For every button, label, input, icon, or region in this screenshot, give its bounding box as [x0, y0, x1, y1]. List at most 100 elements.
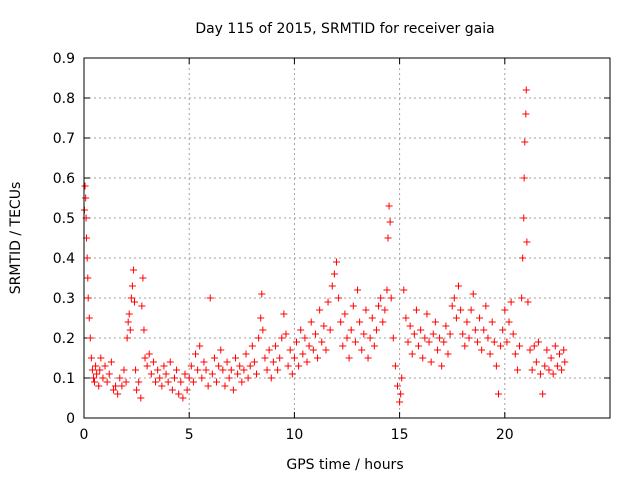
data-point	[429, 330, 437, 338]
data-point	[452, 314, 460, 322]
data-point	[442, 322, 450, 330]
data-point	[490, 338, 498, 346]
data-point	[384, 234, 392, 242]
data-point	[244, 374, 252, 382]
data-point	[116, 374, 124, 382]
data-point	[396, 398, 404, 406]
data-point	[316, 306, 324, 314]
data-point	[545, 366, 553, 374]
data-point	[397, 390, 405, 398]
data-point	[362, 306, 370, 314]
x-tick-label: 5	[185, 427, 194, 443]
data-point	[293, 338, 301, 346]
data-point	[227, 366, 235, 374]
data-point	[543, 346, 551, 354]
axis-ticks	[83, 57, 610, 419]
data-point	[332, 258, 340, 266]
y-tick-label: 0.7	[53, 131, 75, 147]
data-point	[486, 350, 494, 358]
data-point	[541, 362, 549, 370]
data-point	[507, 298, 515, 306]
y-tick-label: 0.9	[53, 51, 75, 67]
data-point	[386, 218, 394, 226]
data-point	[231, 354, 239, 362]
data-point	[494, 390, 502, 398]
data-point	[91, 378, 99, 386]
data-point	[370, 342, 378, 350]
data-point	[258, 290, 266, 298]
data-point	[89, 374, 97, 382]
x-tick-label: 15	[391, 427, 409, 443]
data-point	[335, 294, 343, 302]
data-point	[125, 310, 133, 318]
data-point	[297, 326, 305, 334]
data-point	[133, 386, 141, 394]
data-point	[364, 354, 372, 362]
data-point	[457, 306, 465, 314]
data-point	[82, 194, 90, 202]
data-point	[236, 362, 244, 370]
data-point	[347, 326, 355, 334]
data-point	[528, 366, 536, 374]
data-point	[520, 214, 528, 222]
x-axis-label: GPS time / hours	[286, 457, 403, 473]
data-point	[509, 330, 517, 338]
data-point	[318, 338, 326, 346]
data-point	[138, 302, 146, 310]
data-point	[246, 362, 254, 370]
data-point	[187, 362, 195, 370]
data-point	[215, 362, 223, 370]
data-point	[492, 362, 500, 370]
data-point	[301, 334, 309, 342]
data-point	[124, 318, 132, 326]
y-tick-label: 0.1	[53, 371, 75, 387]
data-point	[114, 390, 122, 398]
data-point	[269, 358, 277, 366]
data-point	[330, 270, 338, 278]
data-point	[202, 366, 210, 374]
data-point	[160, 362, 168, 370]
data-point	[410, 330, 418, 338]
data-point	[448, 302, 456, 310]
data-point	[127, 294, 135, 302]
data-point	[192, 350, 200, 358]
data-point	[164, 378, 172, 386]
data-point	[314, 354, 322, 362]
data-point	[210, 354, 218, 362]
data-point	[551, 342, 559, 350]
data-point	[526, 346, 534, 354]
data-point	[360, 330, 368, 338]
data-point	[387, 294, 395, 302]
x-tick-label: 20	[496, 427, 514, 443]
data-point	[107, 358, 115, 366]
data-point	[168, 386, 176, 394]
data-point	[311, 330, 319, 338]
data-point	[132, 366, 140, 374]
data-point	[467, 306, 475, 314]
data-point	[404, 338, 412, 346]
data-point	[175, 390, 183, 398]
data-point	[400, 286, 408, 294]
data-point	[170, 374, 178, 382]
data-point	[173, 366, 181, 374]
data-point	[417, 326, 425, 334]
data-point	[189, 378, 197, 386]
data-point	[351, 338, 359, 346]
data-point	[415, 342, 423, 350]
data-point	[156, 374, 164, 382]
data-point	[484, 334, 492, 342]
data-point	[109, 386, 117, 394]
data-point	[303, 358, 311, 366]
data-point	[274, 366, 282, 374]
data-point	[135, 378, 143, 386]
data-point	[471, 326, 479, 334]
data-point	[105, 370, 113, 378]
data-point	[118, 382, 126, 390]
data-point	[521, 138, 529, 146]
grid-lines	[84, 58, 610, 418]
data-point	[83, 254, 91, 262]
data-point	[440, 338, 448, 346]
y-tick-label: 0.2	[53, 331, 75, 347]
data-point	[326, 326, 334, 334]
